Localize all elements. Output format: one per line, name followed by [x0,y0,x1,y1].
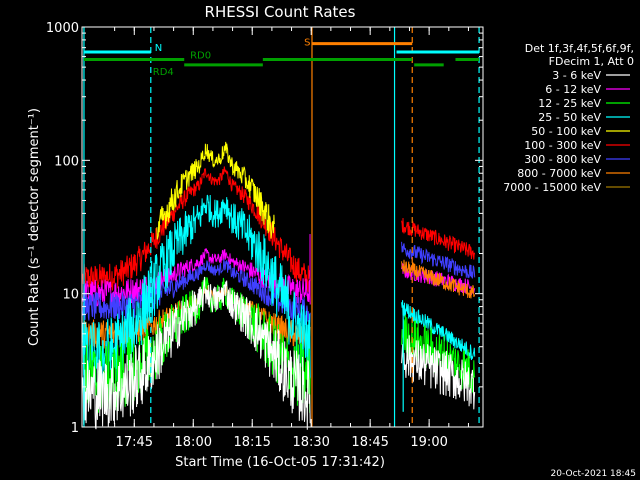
series-group [82,141,476,430]
x-axis-label: Start Time (16-Oct-05 17:31:42) [175,455,385,470]
legend: Det 1f,3f,4f,5f,6f,9f, FDecim 1, Att 0 3… [503,42,634,194]
plot-frame [81,26,484,428]
x-tick-label: 18:45 [351,435,388,450]
x-tick-label: 18:30 [292,435,329,450]
series-line-12-25-keV [82,276,476,413]
legend-entry-label: 3 - 6 keV [552,69,601,82]
annotation-label: S [304,38,310,49]
legend-entry-label: 800 - 7000 keV [517,167,601,180]
y-tick-label: 100 [54,154,79,169]
footer-date: 20-Oct-2021 18:45 [551,469,636,479]
legend-entry-label: 25 - 50 keV [538,111,601,124]
x-tick-label: 18:15 [233,435,270,450]
series-line-25-50-keV [82,194,476,392]
legend-entry-label: 7000 - 15000 keV [503,181,601,194]
annotation-label: RD4 [153,67,174,78]
legend-entry-label: 100 - 300 keV [524,139,601,152]
legend-header-line-2: FDecim 1, Att 0 [549,55,634,68]
series-line-100-300-keV [82,166,476,292]
annotation-label: N [155,43,162,54]
legend-entry-label: 6 - 12 keV [545,83,601,96]
y-tick-label: 1 [71,421,79,436]
x-tick-label: 18:00 [175,435,212,450]
series-line-3-6-keV [82,276,476,430]
legend-entry-label: 300 - 800 keV [524,153,601,166]
legend-entry-label: 12 - 25 keV [538,97,601,110]
y-axis: 1 10 100 1000 [46,21,483,436]
legend-entry-label: 50 - 100 keV [531,125,601,138]
chart-title: RHESSI Count Rates [205,3,356,21]
markers-group: N RD0 RD4 S [83,27,480,427]
series-line-50-100-keV [156,141,275,240]
legend-header-line-1: Det 1f,3f,4f,5f,6f,9f, [525,42,634,55]
y-axis-label: Count Rate (s⁻¹ detector segment⁻¹) [27,108,42,346]
y-tick-label: 1000 [46,21,79,36]
x-axis: 17:45 18:00 18:15 18:30 18:45 19:00 [114,27,469,450]
x-tick-label: 19:00 [410,435,447,450]
x-tick-label: 17:45 [116,435,153,450]
y-tick-label: 10 [62,288,79,303]
annotation-label: RD0 [190,51,211,62]
